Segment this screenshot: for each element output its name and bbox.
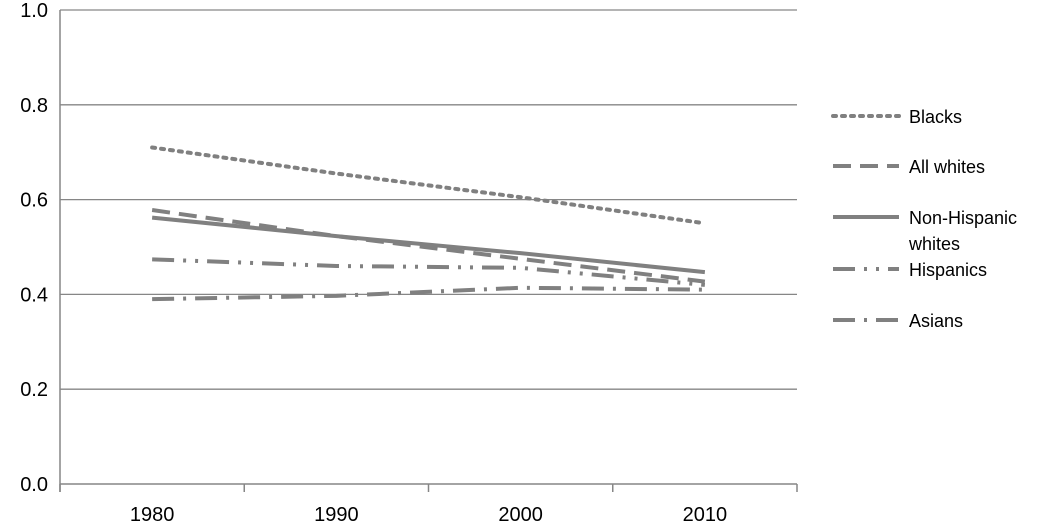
legend-label-blacks: Blacks [909, 107, 962, 127]
x-tick-label: 2010 [683, 504, 728, 526]
legend-label-hispanics: Hispanics [909, 260, 987, 280]
series-line-blacks [150, 145, 707, 226]
legend-label-line: whites [908, 234, 960, 254]
grid-lines [60, 9, 797, 390]
legend-label-line: Non-Hispanic [909, 208, 1017, 228]
legend-label-non-hispanic-whites: Non-Hispanic whites [908, 208, 1017, 254]
series-line-asians [152, 285, 705, 302]
series-line-all-whites [151, 208, 706, 284]
x-tick-label: 2000 [498, 504, 543, 526]
x-tick-label: 1990 [314, 504, 359, 526]
series-line-non-hispanic-whites [151, 215, 706, 275]
x-tick-label: 1980 [130, 504, 175, 526]
y-tick-label: 0.0 [20, 474, 48, 496]
x-axis-tick-labels: 1980 1990 2000 2010 [130, 504, 727, 526]
y-tick-label: 1.0 [20, 0, 48, 22]
legend-label-all-whites: All whites [909, 157, 985, 177]
legend: Blacks All whites Non-Hispanic whites Hispan… [831, 107, 1017, 331]
y-tick-label: 0.2 [20, 379, 48, 401]
series-lines [150, 145, 707, 302]
y-tick-label: 0.8 [20, 95, 48, 117]
y-axis-tick-labels: 0.0 0.2 0.4 0.6 0.8 1.0 [20, 0, 48, 496]
series-line-hispanics [152, 257, 706, 287]
axes [59, 10, 798, 492]
legend-label-asians: Asians [909, 311, 963, 331]
y-tick-label: 0.6 [20, 190, 48, 212]
y-tick-label: 0.4 [20, 284, 48, 306]
